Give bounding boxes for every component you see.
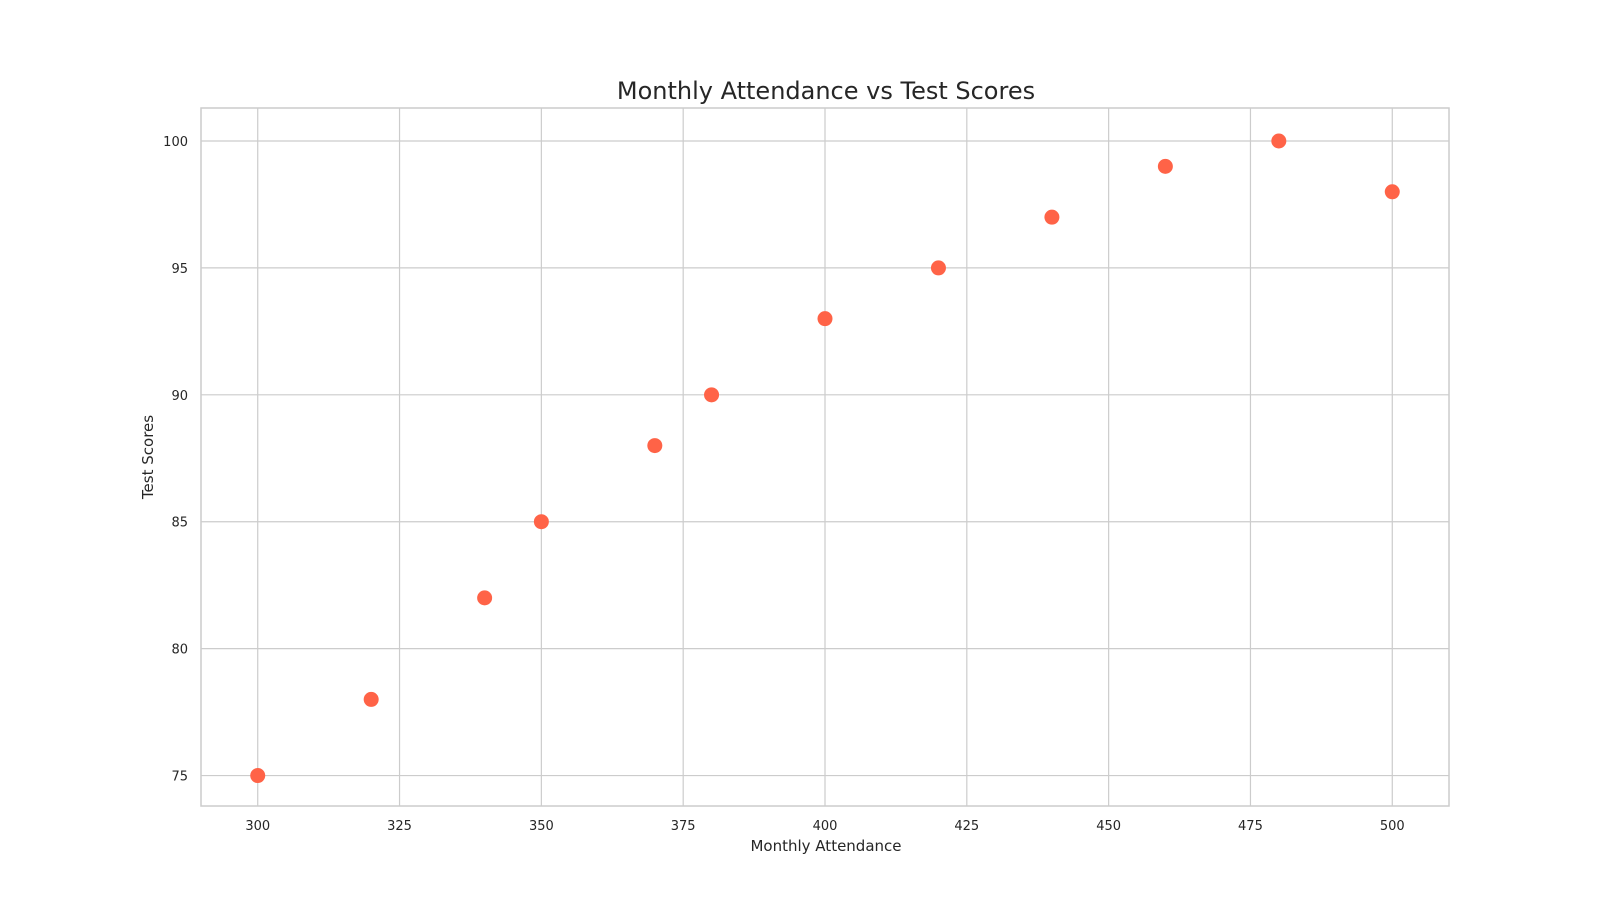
- x-tick-labels: 300 325 350 375 400 425 450 475 500: [245, 819, 1404, 834]
- chart-title: Monthly Attendance vs Test Scores: [617, 77, 1035, 105]
- x-tick-label: 400: [813, 819, 838, 834]
- x-tick-label: 300: [245, 819, 270, 834]
- x-tick-label: 425: [954, 819, 979, 834]
- data-point: [533, 514, 549, 530]
- y-tick-label: 100: [163, 135, 188, 150]
- x-tick-label: 375: [671, 819, 696, 834]
- data-point: [930, 260, 946, 276]
- y-tick-label: 75: [171, 770, 188, 785]
- y-axis-label: Test Scores: [139, 415, 157, 500]
- x-axis-label: Monthly Attendance: [750, 837, 901, 855]
- x-tick-label: 350: [529, 819, 554, 834]
- data-points: [250, 133, 1400, 784]
- data-point: [1044, 209, 1060, 225]
- y-tick-labels: 75 80 85 90 95 100: [163, 135, 188, 785]
- data-point: [1384, 184, 1400, 200]
- data-point: [1271, 133, 1287, 149]
- x-tick-label: 325: [387, 819, 412, 834]
- x-tick-label: 475: [1238, 819, 1263, 834]
- data-point: [647, 438, 663, 454]
- plot-frame: [200, 107, 1450, 807]
- y-tick-label: 80: [171, 643, 188, 658]
- data-point: [363, 691, 379, 707]
- data-point: [704, 387, 720, 403]
- y-tick-label: 85: [171, 516, 188, 531]
- x-tick-label: 450: [1096, 819, 1121, 834]
- data-point: [817, 311, 833, 327]
- grid: [201, 108, 1449, 806]
- data-point: [250, 768, 266, 784]
- x-tick-label: 500: [1380, 819, 1405, 834]
- data-point: [1157, 158, 1173, 174]
- y-tick-label: 90: [171, 389, 188, 404]
- y-tick-label: 95: [171, 262, 188, 277]
- data-point: [477, 590, 493, 606]
